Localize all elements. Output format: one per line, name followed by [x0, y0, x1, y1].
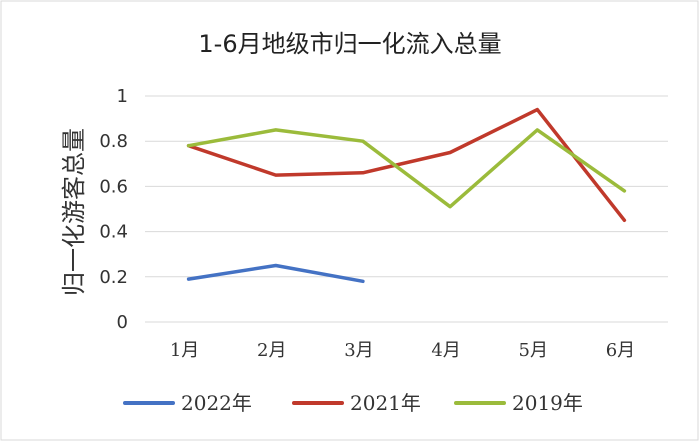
x-tick-label: 2月 — [257, 340, 286, 361]
series-line — [186, 107, 627, 223]
y-tick-label: 0.8 — [99, 131, 128, 152]
chart-title: 1-6月地级市归一化流入总量 — [198, 30, 501, 58]
gridlines — [145, 95, 668, 323]
series-line — [186, 263, 365, 284]
x-tick-label: 3月 — [344, 340, 373, 361]
legend: 2022年 2021年 2019年 — [123, 391, 583, 415]
y-tick-label: 0.2 — [99, 267, 128, 288]
x-tick-label: 1月 — [170, 340, 199, 361]
y-tick-label: 0 — [117, 312, 128, 333]
x-tick-label: 4月 — [431, 340, 460, 361]
y-tick-label: 0.4 — [99, 222, 128, 243]
y-tick-label: 0.6 — [99, 176, 128, 197]
legend-label: 2019年 — [512, 391, 583, 415]
y-axis-ticks: 0 0.2 0.4 0.6 0.8 1 — [99, 86, 128, 333]
series-line — [186, 128, 627, 209]
y-axis-label: 归一化游客总量 — [60, 128, 88, 296]
x-tick-label: 5月 — [519, 340, 548, 361]
x-tick-label: 6月 — [606, 340, 635, 361]
x-axis-ticks: 1月 2月 3月 4月 5月 6月 — [170, 340, 635, 361]
legend-label: 2021年 — [350, 391, 421, 415]
y-tick-label: 1 — [117, 86, 128, 107]
series-lines — [186, 107, 627, 284]
legend-label: 2022年 — [181, 391, 252, 415]
